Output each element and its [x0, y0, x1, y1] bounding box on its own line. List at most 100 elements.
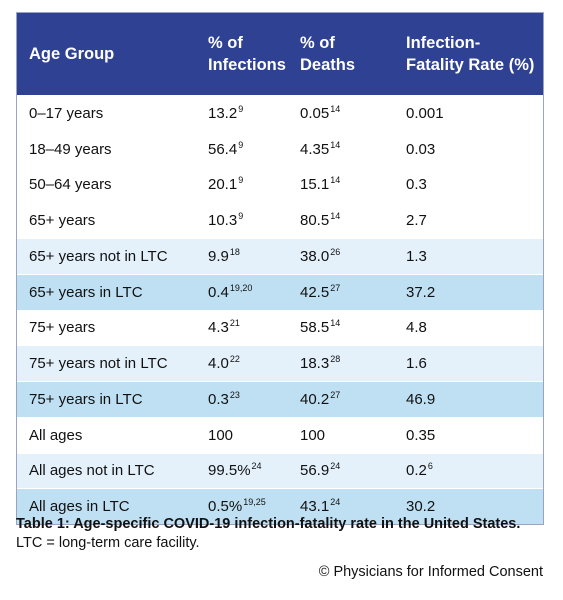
deaths-cell-value: 40.2: [300, 390, 330, 408]
age-group-cell: All ages not in LTC: [17, 452, 196, 489]
ifr-cell-value: 0.35: [406, 426, 436, 444]
ifr-cell: 0.3: [394, 166, 543, 203]
reference-superscript: 26: [330, 246, 341, 257]
infections-cell-value: 0.5%: [208, 498, 243, 516]
infections-cell: 20.19: [196, 166, 288, 203]
deaths-cell-value: 80.5: [300, 212, 330, 230]
infections-cell: 4.321: [196, 309, 288, 346]
header-age-group: Age Group: [17, 13, 196, 96]
age-group-cell: 18–49 years: [17, 130, 196, 167]
reference-superscript: 24: [330, 461, 341, 472]
infections-cell-value: 20.1: [208, 176, 238, 194]
caption-title: Table 1: Age-specific COVID-19 infection…: [16, 516, 521, 532]
age-group-cell: 50–64 years: [17, 166, 196, 203]
deaths-cell: 15.114: [288, 166, 394, 203]
reference-superscript: 24: [330, 497, 341, 508]
age-group-cell-value: 18–49 years: [29, 140, 112, 158]
age-group-cell-value: 65+ years: [29, 212, 96, 230]
deaths-cell-value: 43.1: [300, 498, 330, 516]
table-row: 0–17 years 13.29 0.0514 0.001: [17, 95, 543, 132]
deaths-cell: 18.328: [288, 345, 394, 382]
age-group-cell-value: All ages in LTC: [29, 498, 130, 516]
infections-cell: 99.5%24: [196, 452, 288, 489]
ifr-cell-value: 1.6: [406, 355, 427, 373]
infections-cell: 56.49: [196, 130, 288, 167]
age-group-cell-value: 0–17 years: [29, 104, 104, 122]
table-row: All ages 100 100 0.35: [17, 416, 543, 453]
age-group-cell: 75+ years in LTC: [17, 381, 196, 418]
header-ifr: Infection- Fatality Rate (%): [394, 13, 543, 96]
caption-note: LTC = long-term care facility.: [16, 535, 200, 551]
reference-superscript: 6: [427, 461, 433, 472]
infections-cell: 9.918: [196, 238, 288, 275]
ifr-cell-value: 0.03: [406, 140, 436, 158]
table-row: 65+ years not in LTC 9.918 38.026 1.3: [17, 238, 543, 275]
table-row: 65+ years 10.39 80.514 2.7: [17, 202, 543, 239]
infections-cell: 0.419,20: [196, 273, 288, 310]
ifr-cell-value: 37.2: [406, 283, 436, 301]
infections-cell: 13.29: [196, 95, 288, 132]
age-group-cell: 65+ years: [17, 202, 196, 239]
table-row: 75+ years 4.321 58.514 4.8: [17, 309, 543, 346]
deaths-cell-value: 56.9: [300, 462, 330, 480]
age-group-cell-value: All ages not in LTC: [29, 462, 155, 480]
ifr-table: Age Group % of Infections % of Deaths Inf…: [17, 13, 543, 524]
reference-superscript: 14: [330, 211, 341, 222]
table-row: 75+ years in LTC 0.323 40.227 46.9: [17, 381, 543, 418]
age-group-cell: 75+ years: [17, 309, 196, 346]
ifr-cell-value: 0.2: [406, 462, 427, 480]
infections-cell-value: 56.4: [208, 140, 238, 158]
age-group-cell-value: All ages: [29, 426, 83, 444]
ifr-cell-value: 30.2: [406, 498, 436, 516]
table-row: All ages not in LTC 99.5%24 56.924 0.26: [17, 452, 543, 489]
age-group-cell-value: 75+ years not in LTC: [29, 355, 168, 373]
reference-superscript: 9: [238, 139, 244, 150]
ifr-cell: 1.3: [394, 238, 543, 275]
ifr-cell: 0.001: [394, 95, 543, 132]
deaths-cell: 100: [288, 416, 394, 453]
reference-superscript: 24: [251, 461, 262, 472]
infections-cell: 4.022: [196, 345, 288, 382]
age-group-cell-value: 65+ years not in LTC: [29, 247, 168, 265]
age-group-cell: 0–17 years: [17, 95, 196, 132]
infections-cell-value: 100: [208, 426, 234, 444]
deaths-cell: 56.924: [288, 452, 394, 489]
header-row: Age Group % of Infections % of Deaths Inf…: [17, 13, 543, 96]
reference-superscript: 14: [330, 175, 341, 186]
infections-cell-value: 10.3: [208, 212, 238, 230]
infections-cell-value: 99.5%: [208, 462, 251, 480]
ifr-cell: 0.35: [394, 416, 543, 453]
age-group-cell: 65+ years in LTC: [17, 273, 196, 310]
age-group-cell: 65+ years not in LTC: [17, 238, 196, 275]
reference-superscript: 22: [229, 354, 240, 365]
deaths-cell-value: 58.5: [300, 319, 330, 337]
ifr-cell-value: 4.8: [406, 319, 427, 337]
infections-cell-value: 0.3: [208, 390, 229, 408]
infections-cell: 0.5%19,25: [196, 488, 288, 524]
header-deaths: % of Deaths: [288, 13, 394, 96]
deaths-cell: 40.227: [288, 381, 394, 418]
ifr-cell: 4.8: [394, 309, 543, 346]
ifr-cell: 2.7: [394, 202, 543, 239]
table-row: 75+ years not in LTC 4.022 18.328 1.6: [17, 345, 543, 382]
reference-superscript: 14: [330, 139, 341, 150]
infections-cell: 0.323: [196, 381, 288, 418]
ifr-cell: 1.6: [394, 345, 543, 382]
reference-superscript: 14: [330, 103, 341, 114]
ifr-cell: 46.9: [394, 381, 543, 418]
age-group-cell: All ages: [17, 416, 196, 453]
reference-superscript: 23: [229, 389, 240, 400]
table-row: 65+ years in LTC 0.419,20 42.527 37.2: [17, 273, 543, 310]
infections-cell: 100: [196, 416, 288, 453]
ifr-cell: 0.03: [394, 130, 543, 167]
reference-superscript: 19,20: [229, 282, 253, 293]
deaths-cell: 42.527: [288, 273, 394, 310]
reference-superscript: 27: [330, 282, 341, 293]
reference-superscript: 9: [238, 103, 244, 114]
infections-cell-value: 0.4: [208, 283, 229, 301]
reference-superscript: 9: [238, 211, 244, 222]
deaths-cell-value: 15.1: [300, 176, 330, 194]
deaths-cell: 4.3514: [288, 130, 394, 167]
table-row: 18–49 years 56.49 4.3514 0.03: [17, 130, 543, 167]
infections-cell-value: 9.9: [208, 247, 229, 265]
